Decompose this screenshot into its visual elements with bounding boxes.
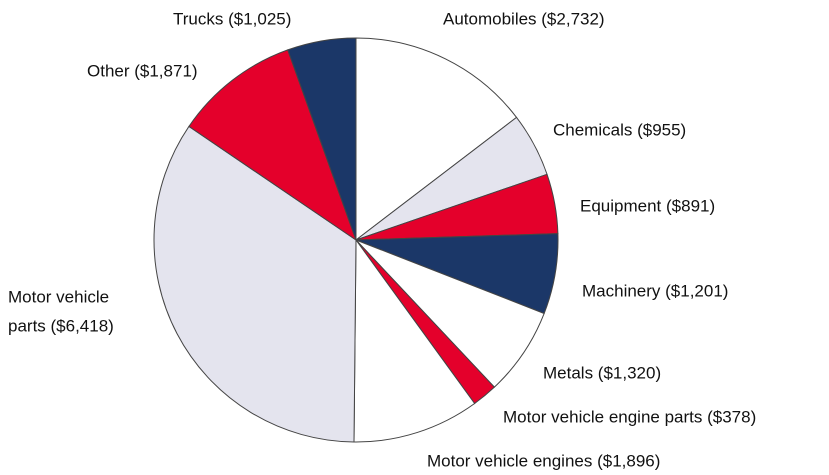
pie-slice (153, 125, 357, 443)
slice-label: Automobiles ($2,732) (443, 9, 605, 28)
slice-label: Chemicals ($955) (553, 120, 686, 139)
slice-label: Metals ($1,320) (543, 363, 661, 382)
slice-label: Equipment ($891) (580, 196, 715, 215)
pie-slice (188, 49, 357, 242)
slice-label: Motor vehicle engine parts ($378) (503, 407, 756, 426)
slice-label: Machinery ($1,201) (582, 281, 728, 300)
pie-slice (355, 37, 518, 242)
pie-slice (287, 37, 357, 241)
slice-label: Trucks ($1,025) (173, 9, 291, 28)
slice-label: parts ($6,418) (8, 316, 114, 335)
slice-label: Other ($1,871) (87, 61, 198, 80)
pie-slice (353, 238, 476, 443)
slice-label: Motor vehicle engines ($1,896) (427, 451, 660, 470)
slice-label: Motor vehicle (8, 287, 109, 306)
